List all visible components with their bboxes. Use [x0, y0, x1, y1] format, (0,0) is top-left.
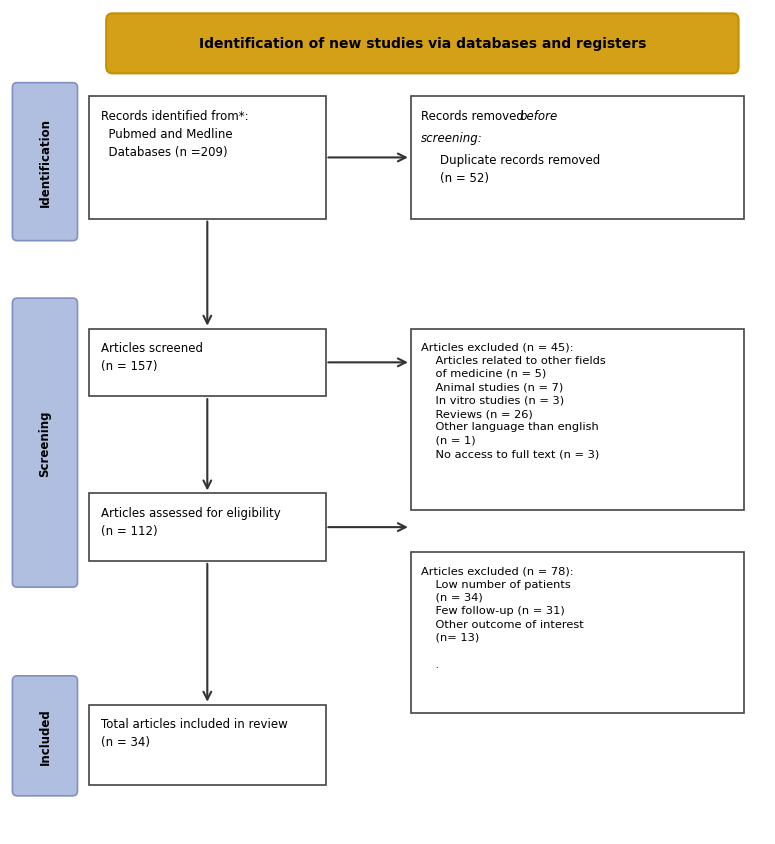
Text: Total articles included in review
(n = 34): Total articles included in review (n = 3… [101, 717, 288, 749]
Text: Records removed: Records removed [421, 110, 528, 122]
Text: Duplicate records removed
(n = 52): Duplicate records removed (n = 52) [440, 154, 601, 185]
FancyBboxPatch shape [12, 84, 78, 241]
FancyBboxPatch shape [106, 14, 739, 74]
Bar [411, 329, 744, 511]
Bar [89, 329, 326, 397]
Bar [411, 553, 744, 713]
Text: Records identified from*:
  Pubmed and Medline
  Databases (n =209): Records identified from*: Pubmed and Med… [101, 110, 248, 159]
Text: Articles assessed for eligibility
(n = 112): Articles assessed for eligibility (n = 1… [101, 506, 281, 538]
FancyBboxPatch shape [12, 299, 78, 587]
Bar [411, 97, 744, 219]
Text: Articles screened
(n = 157): Articles screened (n = 157) [101, 342, 203, 373]
FancyBboxPatch shape [12, 676, 78, 796]
Bar [89, 705, 326, 785]
Text: Articles excluded (n = 78):
    Low number of patients
    (n = 34)
    Few foll: Articles excluded (n = 78): Low number o… [421, 565, 584, 669]
Bar [89, 494, 326, 561]
Bar [89, 97, 326, 219]
Text: screening:: screening: [421, 132, 483, 144]
Text: before: before [520, 110, 558, 122]
Text: Identification: Identification [39, 118, 51, 207]
Text: Identification of new studies via databases and registers: Identification of new studies via databa… [198, 37, 646, 51]
Text: Screening: Screening [39, 410, 51, 476]
Text: Articles excluded (n = 45):
    Articles related to other fields
    of medicine: Articles excluded (n = 45): Articles rel… [421, 342, 605, 458]
Text: Included: Included [39, 707, 51, 765]
